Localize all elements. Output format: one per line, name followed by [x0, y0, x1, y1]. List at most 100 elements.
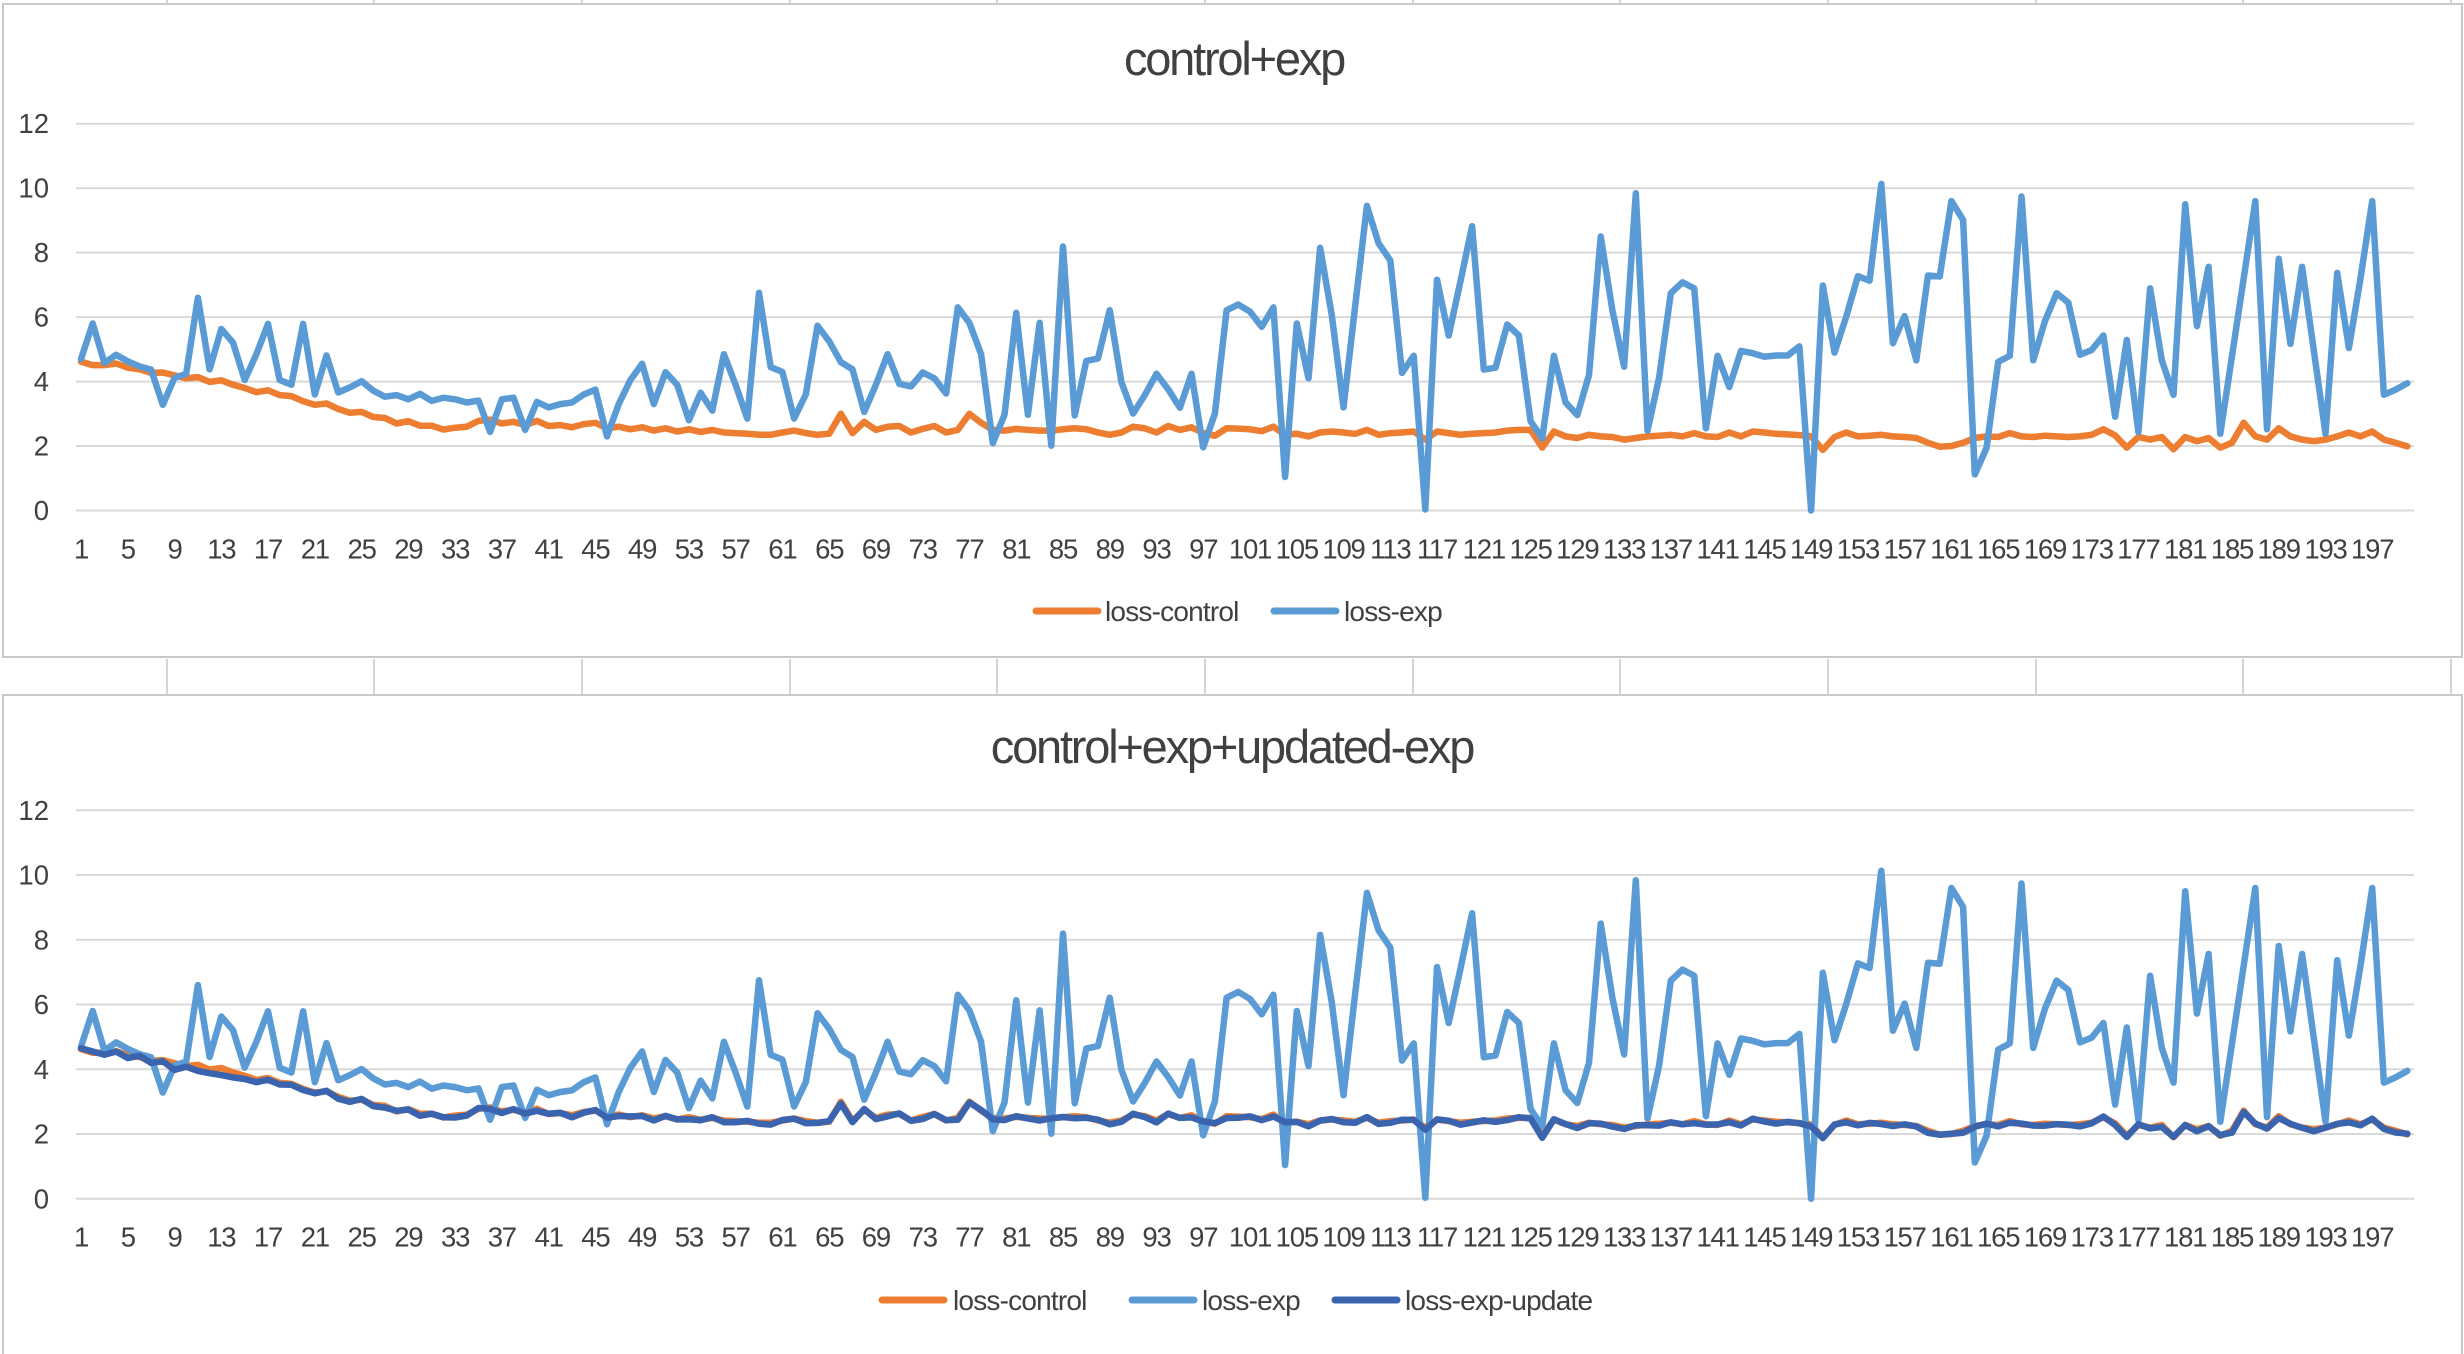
svg-text:41: 41	[534, 534, 562, 565]
svg-text:89: 89	[1096, 1222, 1124, 1253]
svg-text:117: 117	[1417, 1222, 1457, 1253]
svg-text:21: 21	[301, 534, 329, 565]
svg-text:169: 169	[2024, 1222, 2066, 1253]
svg-text:1: 1	[74, 534, 88, 565]
svg-text:6: 6	[34, 989, 49, 1020]
svg-text:101: 101	[1229, 1222, 1271, 1253]
svg-text:6: 6	[34, 302, 49, 333]
svg-text:9: 9	[167, 534, 181, 565]
svg-text:85: 85	[1049, 534, 1078, 565]
svg-text:105: 105	[1276, 534, 1319, 565]
svg-text:173: 173	[2071, 1222, 2114, 1253]
svg-text:57: 57	[721, 1222, 749, 1253]
svg-text:117: 117	[1417, 534, 1457, 565]
svg-text:169: 169	[2024, 534, 2066, 565]
svg-text:29: 29	[394, 534, 422, 565]
svg-text:2: 2	[34, 431, 49, 462]
svg-text:149: 149	[1790, 1222, 1832, 1253]
svg-text:loss-control: loss-control	[953, 1285, 1087, 1316]
svg-text:197: 197	[2351, 534, 2393, 565]
svg-text:161: 161	[1930, 1222, 1972, 1253]
svg-text:0: 0	[34, 495, 49, 526]
svg-text:61: 61	[768, 1222, 796, 1253]
svg-text:37: 37	[488, 534, 516, 565]
svg-text:53: 53	[675, 534, 704, 565]
svg-text:81: 81	[1002, 534, 1030, 565]
svg-text:197: 197	[2351, 1222, 2393, 1253]
svg-text:165: 165	[1977, 1222, 2020, 1253]
svg-text:189: 189	[2258, 1222, 2300, 1253]
svg-text:145: 145	[1743, 534, 1786, 565]
svg-text:12: 12	[18, 108, 49, 139]
svg-text:control+exp: control+exp	[1124, 32, 1345, 85]
svg-text:69: 69	[862, 1222, 890, 1253]
svg-text:121: 121	[1463, 1222, 1505, 1253]
svg-text:93: 93	[1142, 534, 1171, 565]
svg-text:loss-exp: loss-exp	[1202, 1285, 1300, 1316]
svg-text:61: 61	[768, 534, 796, 565]
svg-text:109: 109	[1322, 1222, 1364, 1253]
svg-text:65: 65	[815, 1222, 844, 1253]
svg-text:53: 53	[675, 1222, 704, 1253]
svg-text:161: 161	[1930, 534, 1972, 565]
svg-text:0: 0	[34, 1183, 49, 1214]
svg-text:17: 17	[254, 1222, 282, 1253]
svg-text:loss-exp: loss-exp	[1344, 596, 1442, 627]
svg-text:185: 185	[2211, 1222, 2254, 1253]
svg-text:177: 177	[2117, 534, 2159, 565]
svg-text:113: 113	[1370, 1222, 1411, 1253]
svg-text:8: 8	[34, 237, 49, 268]
svg-text:177: 177	[2117, 1222, 2159, 1253]
svg-text:97: 97	[1189, 534, 1217, 565]
svg-text:69: 69	[862, 534, 890, 565]
svg-text:49: 49	[628, 1222, 656, 1253]
svg-text:17: 17	[254, 534, 282, 565]
svg-text:57: 57	[721, 534, 749, 565]
svg-text:45: 45	[581, 534, 610, 565]
svg-text:77: 77	[955, 1222, 983, 1253]
svg-text:129: 129	[1556, 534, 1598, 565]
svg-text:189: 189	[2258, 534, 2300, 565]
svg-text:21: 21	[301, 1222, 329, 1253]
svg-text:45: 45	[581, 1222, 610, 1253]
svg-text:33: 33	[441, 1222, 470, 1253]
svg-text:85: 85	[1049, 1222, 1078, 1253]
svg-text:185: 185	[2211, 534, 2254, 565]
svg-text:181: 181	[2164, 1222, 2206, 1253]
svg-text:5: 5	[121, 1222, 136, 1253]
svg-text:157: 157	[1883, 1222, 1925, 1253]
svg-text:33: 33	[441, 534, 470, 565]
svg-text:105: 105	[1276, 1222, 1319, 1253]
svg-text:145: 145	[1743, 1222, 1786, 1253]
svg-text:109: 109	[1322, 534, 1364, 565]
svg-text:2: 2	[34, 1119, 49, 1150]
svg-text:37: 37	[488, 1222, 516, 1253]
svg-text:77: 77	[955, 534, 983, 565]
svg-text:25: 25	[347, 1222, 376, 1253]
svg-text:133: 133	[1603, 1222, 1646, 1253]
svg-text:81: 81	[1002, 1222, 1030, 1253]
svg-text:133: 133	[1603, 534, 1646, 565]
svg-text:13: 13	[207, 1222, 236, 1253]
svg-text:149: 149	[1790, 534, 1832, 565]
svg-text:loss-control: loss-control	[1105, 596, 1239, 627]
svg-text:141: 141	[1696, 1222, 1738, 1253]
svg-text:137: 137	[1650, 534, 1692, 565]
svg-text:13: 13	[207, 534, 236, 565]
svg-text:129: 129	[1556, 1222, 1598, 1253]
svg-text:5: 5	[121, 534, 136, 565]
svg-text:121: 121	[1463, 534, 1505, 565]
svg-text:141: 141	[1696, 534, 1738, 565]
svg-text:25: 25	[347, 534, 376, 565]
svg-text:181: 181	[2164, 534, 2206, 565]
svg-text:93: 93	[1142, 1222, 1171, 1253]
svg-text:29: 29	[394, 1222, 422, 1253]
svg-text:157: 157	[1883, 534, 1925, 565]
svg-text:1: 1	[74, 1222, 88, 1253]
svg-text:97: 97	[1189, 1222, 1217, 1253]
svg-text:113: 113	[1370, 534, 1411, 565]
svg-text:125: 125	[1509, 1222, 1552, 1253]
svg-text:193: 193	[2304, 1222, 2347, 1253]
svg-text:10: 10	[18, 860, 49, 891]
svg-text:loss-exp-update: loss-exp-update	[1405, 1285, 1592, 1316]
